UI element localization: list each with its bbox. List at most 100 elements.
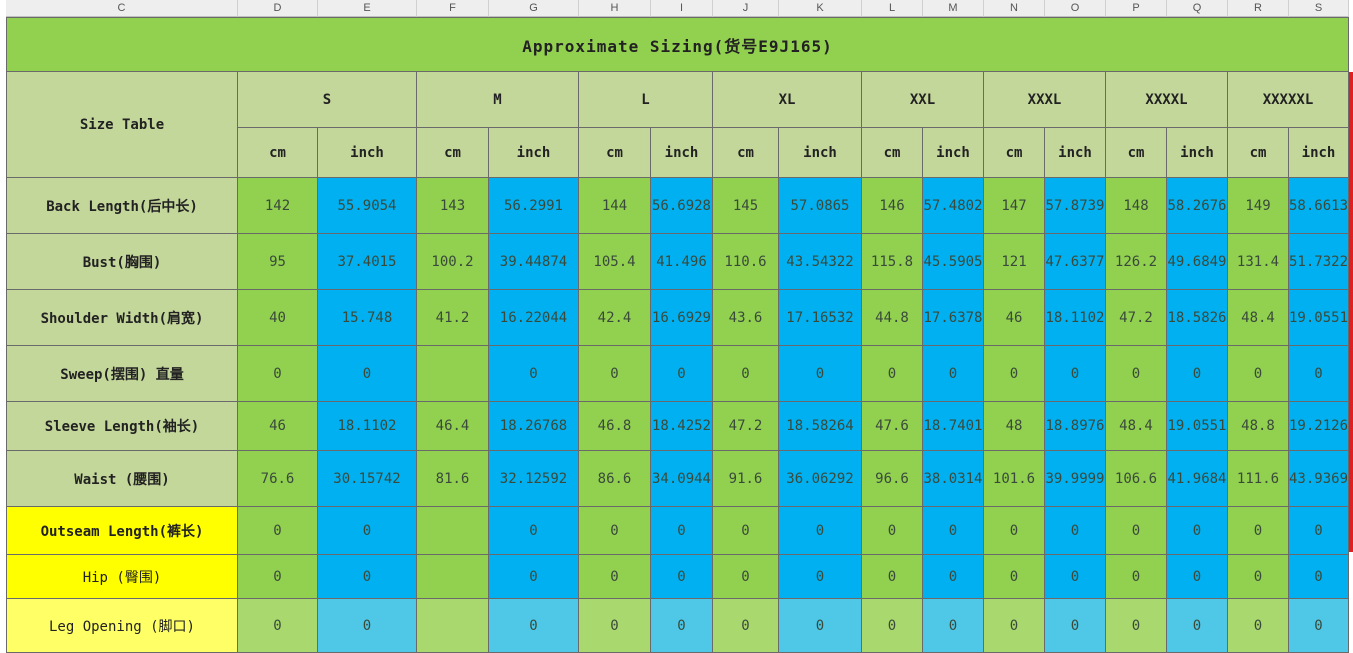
cm-value-cell[interactable] xyxy=(417,599,489,653)
inch-value-cell[interactable]: 0 xyxy=(318,507,417,555)
unit-cm-header[interactable]: cm xyxy=(1106,128,1167,178)
inch-value-cell[interactable]: 57.4802 xyxy=(923,178,984,234)
inch-value-cell[interactable]: 0 xyxy=(651,599,713,653)
inch-value-cell[interactable]: 19.0551 xyxy=(1167,402,1228,451)
cm-value-cell[interactable]: 0 xyxy=(1106,599,1167,653)
inch-value-cell[interactable]: 43.9369 xyxy=(1289,451,1349,507)
cm-value-cell[interactable]: 48 xyxy=(984,402,1045,451)
inch-value-cell[interactable]: 0 xyxy=(923,555,984,599)
row-label[interactable]: Sweep(摆围) 直量 xyxy=(6,346,238,402)
cm-value-cell[interactable]: 91.6 xyxy=(713,451,779,507)
unit-inch-header[interactable]: inch xyxy=(1045,128,1106,178)
column-header-I[interactable]: I xyxy=(651,0,713,17)
row-label[interactable]: Waist (腰围) xyxy=(6,451,238,507)
inch-value-cell[interactable]: 47.6377 xyxy=(1045,234,1106,290)
cm-value-cell[interactable]: 48.4 xyxy=(1106,402,1167,451)
unit-cm-header[interactable]: cm xyxy=(713,128,779,178)
cm-value-cell[interactable]: 44.8 xyxy=(862,290,923,346)
size-header-m[interactable]: M xyxy=(417,72,579,128)
cm-value-cell[interactable]: 121 xyxy=(984,234,1045,290)
unit-inch-header[interactable]: inch xyxy=(1167,128,1228,178)
unit-inch-header[interactable]: inch xyxy=(1289,128,1349,178)
cm-value-cell[interactable] xyxy=(417,346,489,402)
cm-value-cell[interactable]: 0 xyxy=(713,507,779,555)
column-header-M[interactable]: M xyxy=(923,0,984,17)
unit-cm-header[interactable]: cm xyxy=(862,128,923,178)
inch-value-cell[interactable]: 0 xyxy=(1289,555,1349,599)
cm-value-cell[interactable]: 0 xyxy=(713,599,779,653)
inch-value-cell[interactable]: 0 xyxy=(779,507,862,555)
cm-value-cell[interactable]: 0 xyxy=(579,507,651,555)
cm-value-cell[interactable]: 46.4 xyxy=(417,402,489,451)
cm-value-cell[interactable]: 146 xyxy=(862,178,923,234)
inch-value-cell[interactable]: 0 xyxy=(1289,599,1349,653)
column-header-D[interactable]: D xyxy=(238,0,318,17)
inch-value-cell[interactable]: 0 xyxy=(651,507,713,555)
size-header-xxl[interactable]: XXL xyxy=(862,72,984,128)
inch-value-cell[interactable]: 0 xyxy=(318,346,417,402)
unit-inch-header[interactable]: inch xyxy=(779,128,862,178)
unit-inch-header[interactable]: inch xyxy=(318,128,417,178)
column-header-C[interactable]: C xyxy=(6,0,238,17)
inch-value-cell[interactable]: 0 xyxy=(318,599,417,653)
cm-value-cell[interactable] xyxy=(417,555,489,599)
inch-value-cell[interactable]: 0 xyxy=(779,599,862,653)
inch-value-cell[interactable]: 56.6928 xyxy=(651,178,713,234)
cm-value-cell[interactable]: 42.4 xyxy=(579,290,651,346)
inch-value-cell[interactable]: 56.2991 xyxy=(489,178,579,234)
unit-cm-header[interactable]: cm xyxy=(579,128,651,178)
cm-value-cell[interactable]: 0 xyxy=(579,346,651,402)
cm-value-cell[interactable]: 0 xyxy=(238,346,318,402)
row-label[interactable]: Back Length(后中长) xyxy=(6,178,238,234)
column-header-O[interactable]: O xyxy=(1045,0,1106,17)
column-header-N[interactable]: N xyxy=(984,0,1045,17)
column-header-Q[interactable]: Q xyxy=(1167,0,1228,17)
cm-value-cell[interactable]: 145 xyxy=(713,178,779,234)
inch-value-cell[interactable]: 37.4015 xyxy=(318,234,417,290)
inch-value-cell[interactable]: 0 xyxy=(923,346,984,402)
inch-value-cell[interactable]: 0 xyxy=(651,555,713,599)
cm-value-cell[interactable]: 149 xyxy=(1228,178,1289,234)
cm-value-cell[interactable]: 0 xyxy=(713,555,779,599)
inch-value-cell[interactable]: 0 xyxy=(1167,599,1228,653)
cm-value-cell[interactable]: 47.6 xyxy=(862,402,923,451)
inch-value-cell[interactable]: 0 xyxy=(1289,507,1349,555)
inch-value-cell[interactable]: 17.16532 xyxy=(779,290,862,346)
inch-value-cell[interactable]: 0 xyxy=(779,346,862,402)
column-header-J[interactable]: J xyxy=(713,0,779,17)
row-label[interactable]: Leg Opening (脚口) xyxy=(6,599,238,653)
inch-value-cell[interactable]: 41.496 xyxy=(651,234,713,290)
column-header-G[interactable]: G xyxy=(489,0,579,17)
cm-value-cell[interactable]: 105.4 xyxy=(579,234,651,290)
cm-value-cell[interactable]: 0 xyxy=(1228,346,1289,402)
cm-value-cell[interactable]: 0 xyxy=(579,599,651,653)
cm-value-cell[interactable]: 0 xyxy=(713,346,779,402)
inch-value-cell[interactable]: 51.7322 xyxy=(1289,234,1349,290)
cm-value-cell[interactable]: 0 xyxy=(238,599,318,653)
size-header-s[interactable]: S xyxy=(238,72,417,128)
size-header-l[interactable]: L xyxy=(579,72,713,128)
column-header-L[interactable]: L xyxy=(862,0,923,17)
inch-value-cell[interactable]: 58.2676 xyxy=(1167,178,1228,234)
size-header-xxxl[interactable]: XXXL xyxy=(984,72,1106,128)
column-header-F[interactable]: F xyxy=(417,0,489,17)
unit-inch-header[interactable]: inch xyxy=(651,128,713,178)
inch-value-cell[interactable]: 18.4252 xyxy=(651,402,713,451)
row-label[interactable]: Sleeve Length(袖长) xyxy=(6,402,238,451)
cm-value-cell[interactable]: 0 xyxy=(1106,507,1167,555)
cm-value-cell[interactable]: 0 xyxy=(862,507,923,555)
sheet-title[interactable]: Approximate Sizing(货号E9J165) xyxy=(6,17,1349,72)
cm-value-cell[interactable]: 143 xyxy=(417,178,489,234)
cm-value-cell[interactable]: 46.8 xyxy=(579,402,651,451)
row-label[interactable]: Shoulder Width(肩宽) xyxy=(6,290,238,346)
inch-value-cell[interactable]: 38.0314 xyxy=(923,451,984,507)
column-header-P[interactable]: P xyxy=(1106,0,1167,17)
cm-value-cell[interactable]: 106.6 xyxy=(1106,451,1167,507)
inch-value-cell[interactable]: 18.7401 xyxy=(923,402,984,451)
inch-value-cell[interactable]: 0 xyxy=(923,507,984,555)
cm-value-cell[interactable]: 0 xyxy=(1106,346,1167,402)
inch-value-cell[interactable]: 36.06292 xyxy=(779,451,862,507)
inch-value-cell[interactable]: 0 xyxy=(1045,599,1106,653)
cm-value-cell[interactable]: 46 xyxy=(984,290,1045,346)
inch-value-cell[interactable]: 0 xyxy=(489,346,579,402)
